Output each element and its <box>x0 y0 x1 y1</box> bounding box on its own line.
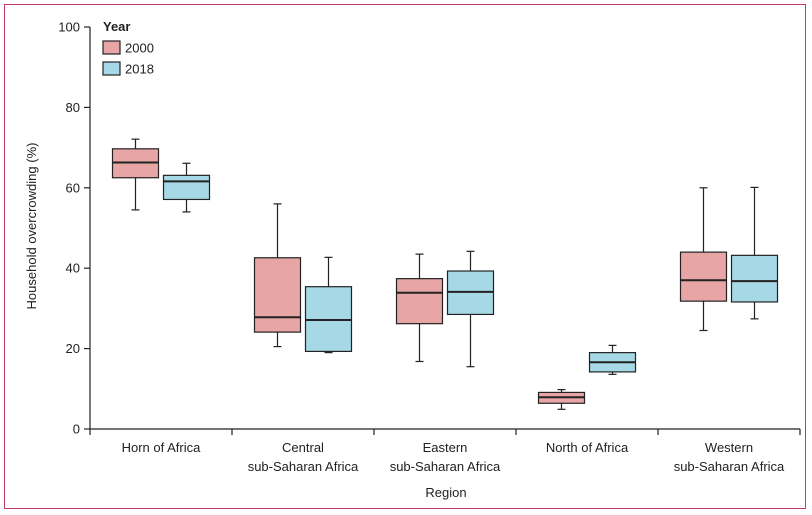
chart-frame <box>4 4 806 509</box>
x-tick-label: North of Africa <box>546 440 629 455</box>
box-iqr <box>304 286 353 353</box>
legend-title: Year <box>103 19 130 34</box>
box-2018-1 <box>304 256 353 354</box>
y-tick-label: 80 <box>66 100 80 115</box>
box-2018-3 <box>588 344 637 375</box>
x-tick-label: sub-Saharan Africa <box>674 459 785 474</box>
x-tick-label: sub-Saharan Africa <box>390 459 501 474</box>
box-2000-3 <box>537 389 586 410</box>
x-tick-label: Western <box>705 440 753 455</box>
y-tick-label: 20 <box>66 341 80 356</box>
legend-label-2018: 2018 <box>125 62 154 77</box>
axes: 0 20 40 60 80 100 Horn of Africa Central sub-Sah… <box>58 20 801 474</box>
box-2000-0 <box>111 138 160 211</box>
box-iqr <box>679 251 728 302</box>
y-axis-title: Household overcrowding (%) <box>24 143 39 310</box>
x-tick-label: Eastern <box>423 440 468 455</box>
box-iqr <box>730 254 779 303</box>
boxes <box>111 138 779 410</box>
legend-swatch-2018 <box>102 61 121 76</box>
box-2000-4 <box>679 187 728 332</box>
x-axis-title: Region <box>425 485 466 500</box>
legend-swatch-2000 <box>102 40 121 55</box>
box-iqr <box>395 278 444 325</box>
legend: Year 2000 2018 <box>102 19 154 77</box>
box-iqr <box>253 257 302 333</box>
box-2018-0 <box>162 162 211 213</box>
y-tick-label: 60 <box>66 180 80 195</box>
x-tick-label: Horn of Africa <box>122 440 202 455</box>
box-2018-4 <box>730 186 779 320</box>
box-2000-1 <box>253 203 302 348</box>
y-tick-label: 40 <box>66 261 80 276</box>
box-iqr <box>162 174 211 201</box>
box-2018-2 <box>446 250 495 368</box>
y-tick-label: 100 <box>58 20 80 35</box>
legend-label-2000: 2000 <box>125 41 154 56</box>
x-tick-label: sub-Saharan Africa <box>248 459 359 474</box>
x-tick-label: Central <box>282 440 324 455</box>
box-2000-2 <box>395 253 444 363</box>
y-tick-label: 0 <box>73 422 80 437</box>
